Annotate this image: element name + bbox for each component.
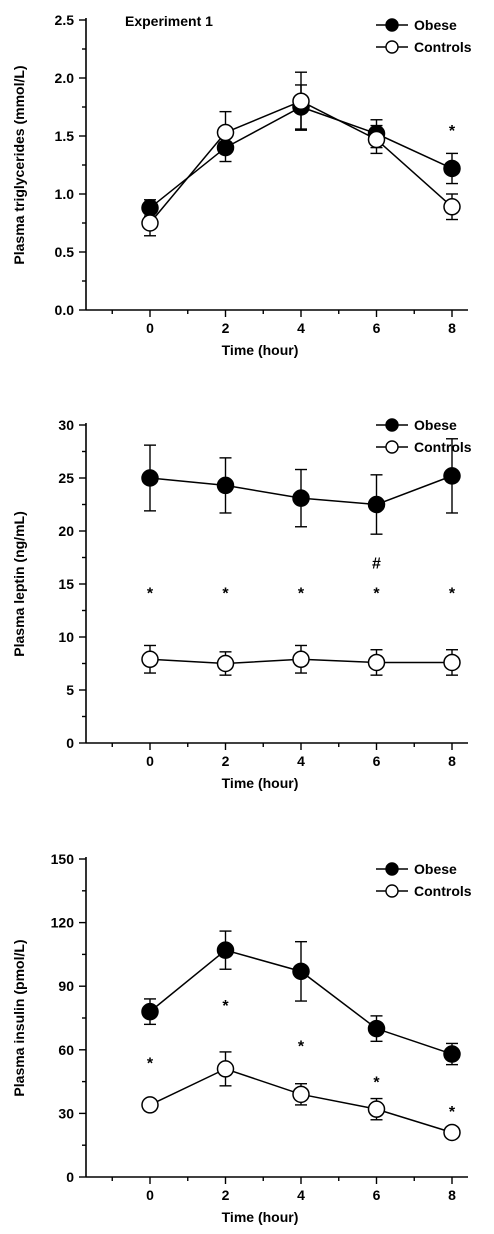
x-axis-title: Time (hour) [222, 1209, 299, 1225]
data-point [443, 198, 461, 216]
y-tick-label: 2.0 [55, 70, 75, 86]
data-point [141, 1002, 159, 1021]
y-axis-title: Plasma insulin (pmol/L) [11, 939, 27, 1096]
data-point [443, 1123, 461, 1142]
annotation-mark: * [222, 585, 229, 602]
annotation-mark: * [147, 585, 154, 602]
data-point [367, 495, 386, 514]
y-tick-label: 1.5 [55, 128, 75, 144]
data-point [367, 1100, 386, 1118]
x-tick-label: 2 [222, 320, 230, 336]
y-tick-label: 90 [58, 978, 74, 994]
data-point [367, 1019, 386, 1038]
y-tick-label: 20 [58, 523, 74, 539]
chart-panel-3: 0 30 60 90 120 150 0 2 4 6 8 Time (hour) Plasma insu… [11, 851, 472, 1225]
y-tick-label: 2.5 [55, 12, 75, 28]
legend-label: Controls [414, 39, 472, 55]
annotation-mark: * [147, 1055, 154, 1072]
data-point [141, 214, 159, 232]
chart-title: Experiment 1 [125, 13, 213, 29]
x-axis-title: Time (hour) [222, 775, 299, 791]
y-tick-label: 1.0 [55, 186, 75, 202]
data-point [216, 1060, 235, 1078]
data-point [216, 941, 235, 959]
data-point [141, 650, 159, 669]
legend-marker [385, 40, 399, 54]
legend-label: Obese [414, 417, 457, 433]
y-tick-label: 30 [58, 1105, 74, 1121]
y-tick-label: 0 [66, 1169, 74, 1185]
chart-panel-1: 0.0 0.5 1.0 1.5 2.0 2.5 0 2 4 6 8 Time (hour) Plasma… [11, 12, 472, 358]
legend-label: Obese [414, 861, 457, 877]
legend-marker [385, 418, 399, 432]
data-point [216, 138, 235, 157]
annotation-mark: * [373, 1074, 380, 1091]
annotation-mark: # [372, 556, 381, 573]
x-tick-label: 6 [373, 1187, 381, 1203]
legend-label: Controls [414, 439, 472, 455]
y-tick-label: 15 [58, 576, 74, 592]
y-tick-label: 0 [66, 735, 74, 751]
x-tick-label: 4 [297, 753, 305, 769]
annotation-mark: * [222, 998, 229, 1015]
y-tick-label: 150 [51, 851, 75, 867]
data-point [141, 1096, 159, 1114]
data-point [216, 476, 235, 495]
data-point [443, 467, 461, 485]
data-point [216, 123, 235, 142]
y-tick-label: 10 [58, 629, 74, 645]
data-point [292, 650, 310, 669]
x-tick-label: 4 [297, 1187, 305, 1203]
x-tick-label: 0 [146, 753, 154, 769]
y-tick-label: 25 [58, 470, 74, 486]
x-tick-label: 0 [146, 1187, 154, 1203]
annotation-mark: * [298, 1038, 305, 1055]
annotation-mark: * [373, 585, 380, 602]
y-tick-label: 0.5 [55, 244, 75, 260]
data-point [367, 130, 386, 149]
y-tick-label: 120 [51, 915, 75, 931]
data-point [292, 92, 310, 110]
series-obese [144, 438, 458, 535]
data-point [443, 159, 461, 178]
data-point [292, 962, 310, 981]
legend-marker [385, 440, 399, 454]
legend-marker [385, 18, 399, 32]
x-tick-label: 2 [222, 1187, 230, 1203]
data-point [141, 199, 159, 217]
data-point [292, 1085, 310, 1104]
y-tick-label: 5 [66, 682, 74, 698]
x-tick-label: 8 [448, 320, 456, 336]
data-point [443, 1045, 461, 1063]
annotation-mark: * [298, 585, 305, 602]
data-point [367, 653, 386, 672]
y-tick-label: 30 [58, 417, 74, 433]
x-axis-title: Time (hour) [222, 342, 299, 358]
y-tick-label: 0.0 [55, 302, 75, 318]
y-axis-title: Plasma triglycerides (mmol/L) [11, 65, 27, 264]
data-point [292, 489, 310, 507]
x-tick-label: 6 [373, 320, 381, 336]
annotation-mark: * [449, 1104, 456, 1121]
data-point [443, 653, 461, 672]
x-tick-label: 8 [448, 753, 456, 769]
data-point [141, 469, 159, 487]
x-tick-label: 8 [448, 1187, 456, 1203]
chart-panel-2: 0 5 10 15 20 25 30 0 2 4 6 8 Time (hour) Plasma lepti… [11, 417, 472, 791]
x-tick-label: 2 [222, 753, 230, 769]
y-tick-label: 60 [58, 1042, 74, 1058]
annotation-mark: * [449, 585, 456, 602]
x-tick-label: 4 [297, 320, 305, 336]
data-point [216, 654, 235, 673]
annotation-mark: * [449, 123, 456, 140]
legend-marker [385, 862, 399, 876]
legend-marker [385, 884, 399, 898]
x-tick-label: 6 [373, 753, 381, 769]
x-tick-label: 0 [146, 320, 154, 336]
legend-label: Controls [414, 883, 472, 899]
legend-label: Obese [414, 17, 457, 33]
y-axis-title: Plasma leptin (ng/mL) [11, 511, 27, 656]
